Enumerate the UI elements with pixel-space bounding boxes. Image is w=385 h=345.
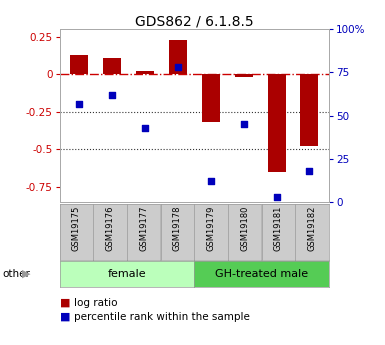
- Bar: [169, 40, 187, 74]
- Text: log ratio: log ratio: [74, 298, 118, 307]
- Text: ▶: ▶: [22, 269, 31, 279]
- Text: GSM19180: GSM19180: [240, 206, 249, 251]
- Point: [273, 194, 280, 199]
- Bar: [235, 74, 253, 77]
- Bar: [136, 71, 154, 74]
- Title: GDS862 / 6.1.8.5: GDS862 / 6.1.8.5: [135, 14, 254, 28]
- Text: GSM19181: GSM19181: [274, 206, 283, 251]
- Point: [109, 92, 116, 98]
- Point: [306, 168, 313, 174]
- Text: GSM19176: GSM19176: [105, 206, 114, 251]
- Bar: [300, 74, 318, 146]
- Point: [241, 121, 247, 127]
- Text: ■: ■: [60, 312, 70, 322]
- Bar: [268, 74, 286, 172]
- Point: [175, 65, 181, 70]
- Text: GH-treated male: GH-treated male: [215, 269, 308, 279]
- Text: GSM19182: GSM19182: [308, 206, 316, 251]
- Text: ■: ■: [60, 298, 70, 307]
- Text: GSM19178: GSM19178: [173, 206, 182, 251]
- Text: other: other: [2, 269, 30, 279]
- Bar: [202, 74, 220, 122]
- Text: percentile rank within the sample: percentile rank within the sample: [74, 312, 250, 322]
- Bar: [70, 55, 89, 74]
- Point: [208, 178, 214, 184]
- Text: female: female: [107, 269, 146, 279]
- Point: [76, 101, 82, 106]
- Text: GSM19179: GSM19179: [207, 206, 216, 251]
- Bar: [103, 58, 121, 74]
- Text: GSM19175: GSM19175: [72, 206, 81, 251]
- Text: GSM19177: GSM19177: [139, 206, 148, 251]
- Point: [142, 125, 148, 130]
